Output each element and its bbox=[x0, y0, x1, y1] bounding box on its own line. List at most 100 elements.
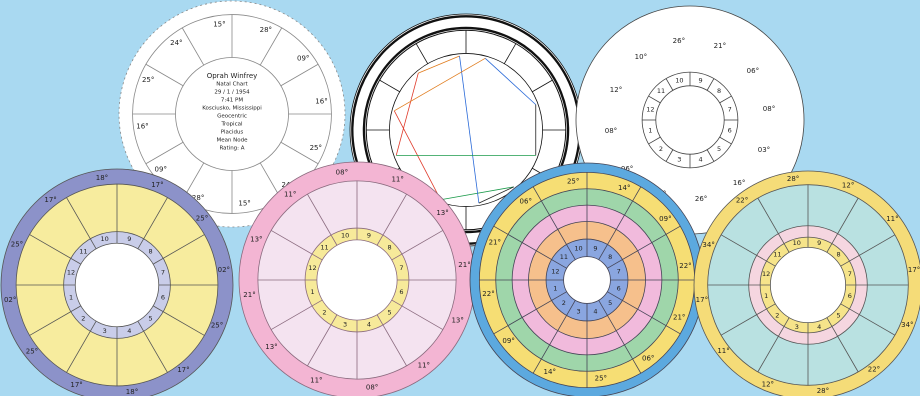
house-cusp-line bbox=[607, 291, 681, 335]
aspect-line bbox=[440, 186, 514, 201]
cusp-degree-label: 02° bbox=[218, 266, 230, 274]
cusp-degree-label: 17° bbox=[44, 196, 56, 204]
house-number: 5 bbox=[608, 299, 612, 307]
house-number: 7 bbox=[617, 268, 621, 276]
cusp-degree-label: 22° bbox=[679, 262, 691, 270]
aspect-line bbox=[395, 73, 419, 156]
cusp-degree-label: 4 bbox=[571, 111, 576, 119]
house-cusp-line bbox=[376, 314, 407, 367]
chart-info-line: Rating: A bbox=[219, 146, 244, 152]
cusp-degree-label: 06° bbox=[520, 198, 532, 206]
house-cusp-line bbox=[720, 234, 776, 267]
house-number: 8 bbox=[608, 253, 612, 261]
house-cusp-line bbox=[706, 149, 715, 162]
house-cusp-line bbox=[493, 225, 567, 269]
house-cusp-line bbox=[29, 234, 82, 265]
chart-info-line: Mean Node bbox=[216, 138, 248, 144]
house-number: 4 bbox=[367, 320, 371, 328]
aspect-line bbox=[459, 55, 480, 204]
house-number: 4 bbox=[817, 323, 821, 331]
cusp-degree-label: 09° bbox=[297, 54, 309, 62]
cusp-degree-label: 16° bbox=[733, 179, 745, 187]
house-number: 1 bbox=[310, 288, 314, 296]
house-number: 6 bbox=[399, 288, 403, 296]
house-number: 12 bbox=[67, 269, 75, 277]
cusp-degree-label: 11° bbox=[391, 175, 403, 183]
chart-wheel: 21°13°11°08°11°13°21°13°11°08°11°13°123 4… bbox=[238, 161, 476, 396]
house-cusp-line bbox=[259, 27, 283, 66]
house-number: 4 bbox=[127, 327, 131, 335]
cusp-degree-label: 21° bbox=[458, 261, 470, 269]
house-cusp-line bbox=[706, 78, 715, 91]
house-number: 3 bbox=[576, 308, 580, 316]
house-number: 11 bbox=[320, 243, 328, 251]
cusp-degree-label: 11° bbox=[886, 215, 898, 223]
cusp-degree-label: 22° bbox=[482, 290, 494, 298]
cusp-degree-label: 08° bbox=[336, 168, 348, 176]
cusp-degree-label: 25° bbox=[142, 76, 154, 84]
house-cusp-line bbox=[757, 317, 790, 373]
chart-info-line: Tropical bbox=[221, 122, 243, 128]
house-number: 6 bbox=[617, 284, 621, 292]
house-number: 10 bbox=[574, 244, 582, 252]
cusp-degree-label: 28° bbox=[787, 175, 799, 183]
house-number: 5 bbox=[149, 315, 153, 323]
house-cusp-line bbox=[379, 79, 400, 93]
cusp-degree-label: 10° bbox=[635, 53, 647, 61]
house-number: 2 bbox=[322, 309, 326, 317]
house-number: 8 bbox=[387, 243, 391, 251]
aspect-line bbox=[394, 57, 486, 112]
house-cusp-line bbox=[181, 27, 205, 66]
cusp-degree-label: 25° bbox=[567, 178, 579, 186]
wheel-ring bbox=[316, 239, 398, 321]
cusp-degree-label: 34° bbox=[901, 321, 913, 329]
house-cusp-line bbox=[826, 197, 859, 253]
cusp-degree-label: 25° bbox=[11, 241, 23, 249]
chart-info-line: Natal Chart bbox=[216, 82, 248, 88]
cusp-degree-label: 10 bbox=[355, 141, 364, 149]
house-number: 10 bbox=[793, 239, 801, 247]
house-cusp-line bbox=[415, 43, 429, 64]
cusp-degree-label: 11° bbox=[284, 190, 296, 198]
cusp-degree-label: 06° bbox=[747, 67, 759, 75]
house-cusp-line bbox=[503, 43, 517, 64]
cusp-degree-label: 28° bbox=[192, 194, 204, 202]
chart-info-line: 7:41 PM bbox=[221, 98, 243, 104]
cusp-degree-label: 17° bbox=[908, 266, 920, 274]
house-cusp-line bbox=[665, 78, 674, 91]
cusp-degree-label: 08° bbox=[366, 384, 378, 392]
cusp-degree-label: 18° bbox=[126, 388, 138, 396]
house-number: 1 bbox=[648, 127, 652, 135]
cusp-degree-label: 11° bbox=[717, 347, 729, 355]
chart-wheel: 16°09°28°15°24°25°16°09°28°15°24°25°Opra… bbox=[118, 0, 346, 228]
house-cusp-line bbox=[280, 63, 319, 87]
cusp-degree-label: 25° bbox=[211, 321, 223, 329]
chart-info-line: 29 / 1 / 1954 bbox=[214, 90, 250, 96]
house-cusp-line bbox=[270, 230, 323, 261]
house-number: 7 bbox=[728, 105, 732, 113]
chart-info-line: Placidus bbox=[221, 130, 244, 136]
cusp-degree-label: 1 bbox=[449, 19, 453, 27]
house-cusp-line bbox=[607, 225, 681, 269]
cusp-degree-label: 22° bbox=[736, 197, 748, 205]
house-cusp-line bbox=[307, 314, 338, 367]
house-cusp-line bbox=[145, 141, 184, 165]
house-cusp-line bbox=[598, 300, 642, 374]
house-number: 12 bbox=[308, 264, 316, 272]
cusp-degree-label: 3 bbox=[549, 60, 553, 68]
aspect-line bbox=[418, 55, 460, 74]
cusp-degree-label: 03° bbox=[758, 146, 770, 154]
house-number: 5 bbox=[837, 312, 841, 320]
house-number: 9 bbox=[367, 232, 371, 240]
house-number: 5 bbox=[387, 309, 391, 317]
house-cusp-line bbox=[280, 141, 319, 165]
cusp-degree-label: 13° bbox=[250, 235, 262, 243]
house-number: 11 bbox=[79, 247, 87, 255]
house-cusp-line bbox=[152, 234, 205, 265]
cusp-degree-label: 21° bbox=[489, 239, 501, 247]
house-cusp-line bbox=[66, 320, 97, 373]
chart-wheel: 02°25°17°18°17°25°02°25°17°18°17°25°123 4… bbox=[0, 168, 234, 396]
house-number: 3 bbox=[343, 320, 347, 328]
house-cusp-line bbox=[29, 305, 82, 336]
